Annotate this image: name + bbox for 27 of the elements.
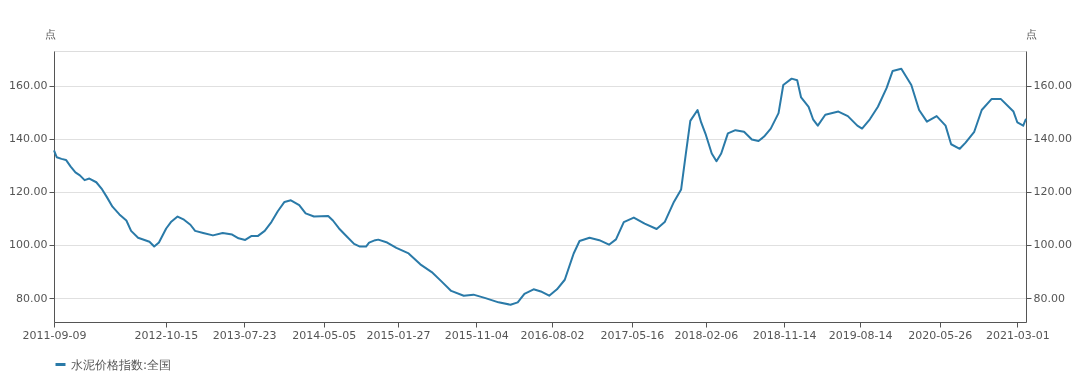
y2-tick-label: 80.00 bbox=[1033, 291, 1065, 305]
x-tick-label: 2011-09-09 bbox=[22, 328, 87, 342]
x-tick-label: 2015-01-27 bbox=[366, 328, 431, 342]
x-tick-label: 2021-03-01 bbox=[985, 328, 1050, 342]
x-tick-label: 2014-05-05 bbox=[292, 328, 357, 342]
x-tick-label: 2017-05-16 bbox=[600, 328, 665, 342]
y2-tick-label: 120.00 bbox=[1033, 185, 1072, 199]
legend-label: 水泥价格指数:全国 bbox=[71, 357, 172, 372]
x-tick-label: 2018-02-06 bbox=[674, 328, 739, 342]
y-tick-label: 140.00 bbox=[9, 132, 48, 146]
x-tick-label: 2020-05-26 bbox=[908, 328, 973, 342]
y2-tick-label: 100.00 bbox=[1033, 238, 1072, 252]
y2-tick-label: 140.00 bbox=[1033, 132, 1072, 146]
y-axis-title: 点 bbox=[44, 27, 56, 41]
y-tick-label: 100.00 bbox=[9, 238, 48, 252]
x-tick-label: 2018-11-14 bbox=[752, 328, 817, 342]
y-tick-label: 80.00 bbox=[16, 291, 48, 305]
y2-axis-title: 点 bbox=[1025, 27, 1037, 41]
line-series bbox=[53, 67, 1027, 306]
x-tick-label: 2013-07-23 bbox=[212, 328, 277, 342]
y-tick-label: 120.00 bbox=[9, 185, 48, 199]
x-tick-label: 2019-08-14 bbox=[828, 328, 893, 342]
x-tick-label: 2015-11-04 bbox=[444, 328, 509, 342]
y2-tick-label: 160.00 bbox=[1033, 79, 1072, 93]
x-tick-label: 2012-10-15 bbox=[134, 328, 199, 342]
x-tick-label: 2016-08-02 bbox=[520, 328, 585, 342]
y-tick-label: 160.00 bbox=[9, 79, 48, 93]
